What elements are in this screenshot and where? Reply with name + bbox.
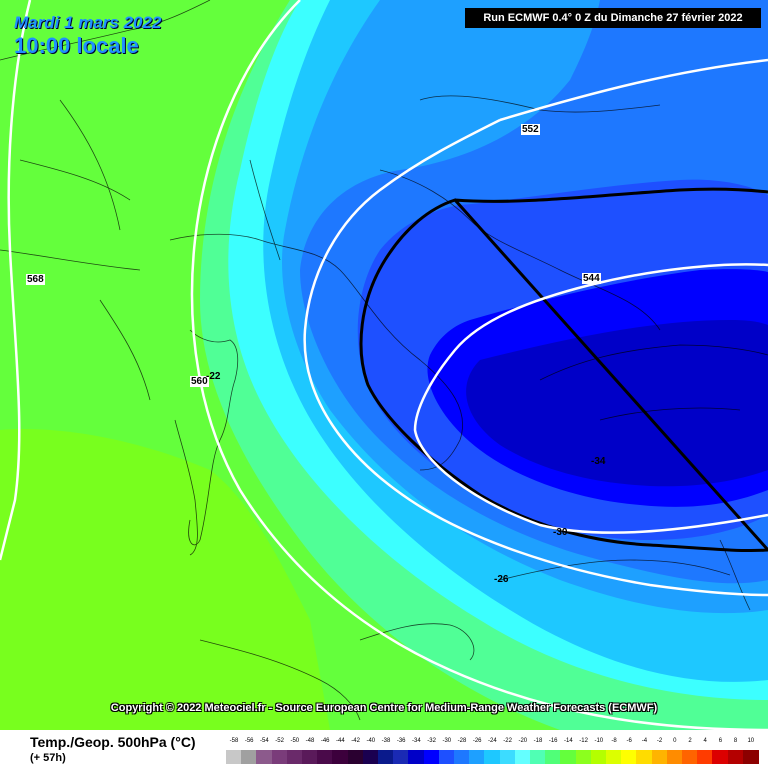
- geopotential-isolines: [0, 0, 768, 730]
- legend-tick-label: 0: [673, 738, 677, 744]
- legend-tick-label: -20: [518, 738, 528, 744]
- legend-swatch: [560, 750, 577, 764]
- legend-tick-label: -18: [533, 738, 543, 744]
- legend-swatch: [651, 750, 668, 764]
- legend: Temp./Geop. 500hPa (°C) (+ 57h) -58 -56 -5…: [0, 730, 768, 768]
- legend-tick-label: -10: [594, 738, 604, 744]
- contour-label-568: 568: [26, 274, 45, 285]
- legend-tick-label: -16: [548, 738, 558, 744]
- temp-label-30: -30: [553, 527, 568, 538]
- legend-swatch: [226, 750, 242, 764]
- legend-swatch: [362, 750, 379, 764]
- legend-swatch: [575, 750, 592, 764]
- legend-swatch: [545, 750, 562, 764]
- legend-tick-label: -6: [626, 738, 632, 744]
- legend-tick-label: 2: [688, 738, 692, 744]
- legend-tick-label: -50: [290, 738, 300, 744]
- legend-swatch: [393, 750, 410, 764]
- legend-swatch: [606, 750, 622, 764]
- legend-tick-label: -14: [564, 738, 573, 744]
- copyright-notice: Copyright © 2022 Meteociel.fr - Source E…: [110, 702, 658, 714]
- legend-swatch: [727, 750, 744, 764]
- legend-swatch: [514, 750, 531, 764]
- temp-label-26: -26: [494, 574, 509, 585]
- legend-swatch: [286, 750, 303, 764]
- contour-label-552: 552: [521, 124, 540, 135]
- legend-swatch: [256, 750, 273, 764]
- legend-tick-label: -4: [641, 738, 648, 744]
- legend-tick-label: 10: [747, 738, 755, 744]
- temp-label-22: -22: [206, 371, 221, 382]
- legend-swatch: [317, 750, 334, 764]
- legend-swatch: [682, 750, 698, 764]
- legend-tick-label: 8: [733, 738, 738, 744]
- legend-tick-label: -8: [611, 738, 617, 744]
- legend-tick-label: -48: [305, 738, 315, 744]
- legend-swatch: [636, 750, 653, 764]
- legend-tick-label: -28: [457, 738, 467, 744]
- legend-tick-label: -36: [396, 738, 406, 744]
- temperature-map: [0, 0, 768, 730]
- contour-black: [359, 187, 768, 553]
- legend-tick-label: -58: [229, 738, 239, 744]
- legend-swatch: [666, 750, 683, 764]
- legend-subtitle: (+ 57h): [30, 752, 66, 764]
- legend-swatch: [590, 750, 607, 764]
- legend-swatch: [438, 750, 455, 764]
- legend-tick-label: -2: [656, 738, 663, 744]
- legend-tick-label: -56: [244, 738, 254, 744]
- legend-tick-label: -30: [442, 738, 452, 744]
- legend-tick-label: -32: [427, 738, 436, 744]
- legend-tick-label: -26: [472, 738, 482, 744]
- legend-swatch: [378, 750, 394, 764]
- legend-swatch: [484, 750, 501, 764]
- legend-swatch: [332, 750, 349, 764]
- legend-swatch: [423, 750, 440, 764]
- contour-label-544: 544: [582, 273, 601, 284]
- legend-swatch: [530, 750, 546, 764]
- model-run-label: Run ECMWF 0.4° 0 Z du Dimanche 27 févrie…: [465, 8, 761, 28]
- legend-tick-label: -52: [275, 738, 284, 744]
- forecast-date: Mardi 1 mars 2022: [14, 13, 162, 32]
- legend-tick-label: -54: [260, 738, 269, 744]
- legend-swatch: [469, 750, 486, 764]
- legend-tick-label: 6: [718, 738, 723, 744]
- legend-swatch: [621, 750, 638, 764]
- legend-swatch: [241, 750, 258, 764]
- legend-tick-label: -24: [488, 738, 497, 744]
- legend-tick-label: -44: [336, 738, 345, 744]
- contour-label-560: 560: [190, 376, 209, 387]
- legend-tick-label: -22: [503, 738, 512, 744]
- legend-tick-label: -34: [412, 738, 421, 744]
- zone-lime-southwest: [0, 429, 330, 730]
- legend-title: Temp./Geop. 500hPa (°C): [30, 734, 196, 750]
- legend-swatch: [454, 750, 470, 764]
- legend-tick-label: -38: [381, 738, 391, 744]
- zone-core: [466, 320, 768, 487]
- legend-swatch: [302, 750, 318, 764]
- legend-swatch: [712, 750, 729, 764]
- legend-tick-label: -42: [351, 738, 360, 744]
- coastlines: [0, 0, 768, 721]
- legend-swatch: [697, 750, 714, 764]
- legend-tick-label: -12: [579, 738, 588, 744]
- legend-tick-label: -40: [366, 738, 376, 744]
- legend-swatch: [742, 750, 759, 764]
- legend-tick-label: 4: [703, 738, 707, 744]
- legend-swatch: [408, 750, 425, 764]
- legend-swatch: [499, 750, 516, 764]
- temp-label-34: -34: [591, 456, 606, 467]
- legend-tick-label: -46: [320, 738, 330, 744]
- legend-swatch: [347, 750, 364, 764]
- legend-swatch: [271, 750, 288, 764]
- forecast-time: 10:00 locale: [14, 33, 139, 58]
